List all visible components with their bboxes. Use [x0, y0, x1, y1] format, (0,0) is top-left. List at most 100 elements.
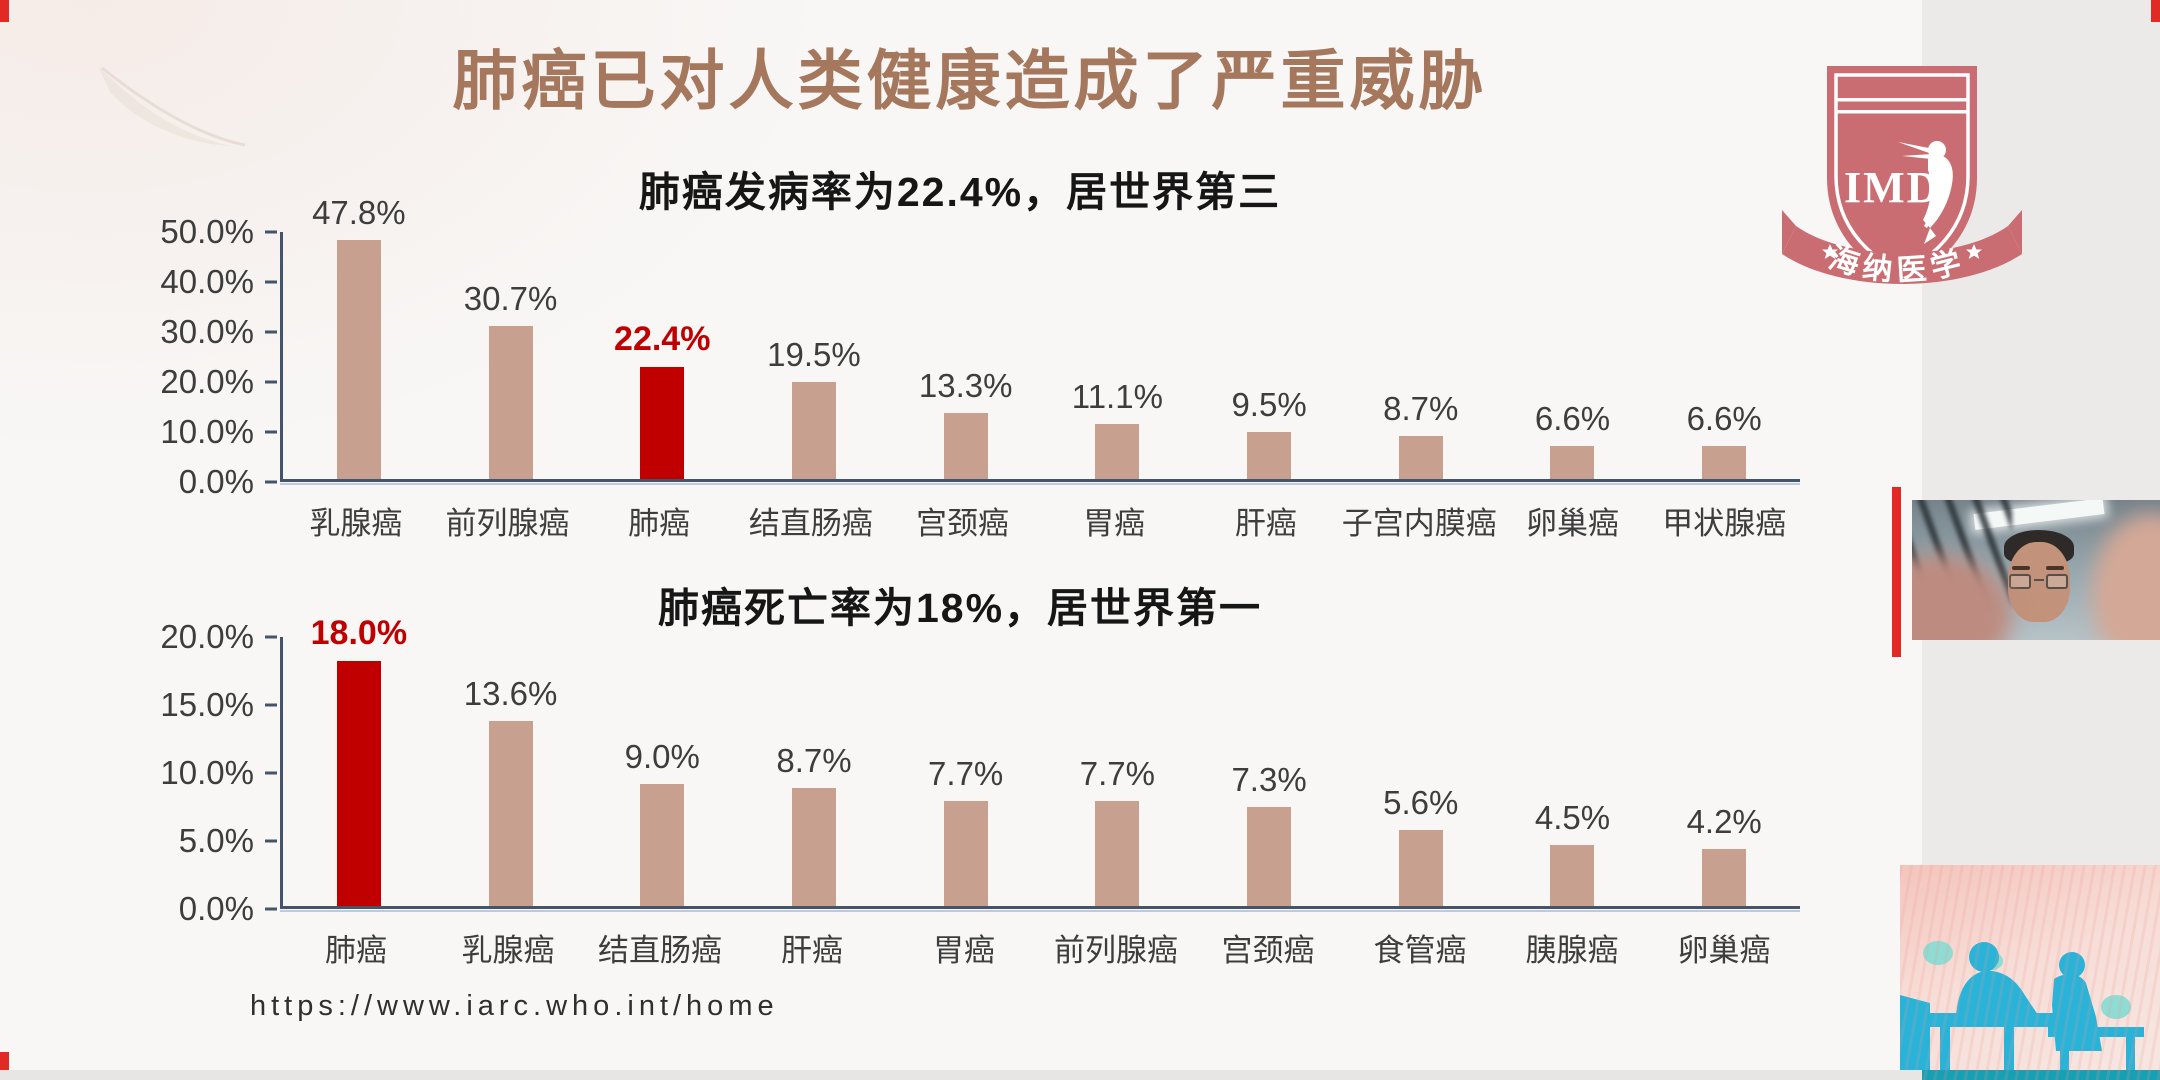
- bar: [1095, 423, 1140, 479]
- y-axis-tick-label: 10.0%: [160, 754, 254, 791]
- screen-border-accent: [0, 1052, 9, 1078]
- bar-category-label: 宫颈癌: [916, 506, 1010, 541]
- bar-category-label: 子宫内膜癌: [1341, 506, 1497, 541]
- bar: [1247, 806, 1292, 906]
- feather-decoration: [98, 66, 246, 147]
- categories-row: 乳腺癌 前列腺癌 肺癌 结直肠癌 宫颈癌 胃癌 肝癌 子宫内膜癌 卵巢癌 甲状腺癌: [280, 498, 1800, 543]
- bar-cell: 13.6%: [435, 675, 587, 906]
- bar-category-label: 结直肠癌: [748, 506, 873, 541]
- bar: [1247, 431, 1292, 479]
- bar-value-label: 18.0%: [310, 614, 408, 653]
- bar-cell: 8.7%: [738, 742, 890, 906]
- bar-value-label: 47.8%: [312, 194, 406, 231]
- y-axis-tick-mark: [265, 380, 277, 384]
- bar-category-label: 胰腺癌: [1525, 933, 1619, 968]
- bar: [1702, 848, 1747, 906]
- bar-cell: 4.5%: [1497, 799, 1649, 906]
- bar: [1095, 801, 1140, 906]
- bar-cell: 7.7%: [1042, 755, 1194, 906]
- shield-icon: [1827, 66, 1977, 282]
- y-axis-tick-mark: [265, 330, 277, 334]
- bar-value-label: 8.7%: [1383, 389, 1459, 427]
- bar-category-label: 乳腺癌: [461, 933, 555, 968]
- bar-cell: 9.0%: [586, 738, 738, 906]
- y-axis-tick-label: 0.0%: [178, 463, 254, 500]
- bar: [336, 661, 381, 906]
- webcam-highlight-accent: [1892, 487, 1901, 657]
- bar-cell: 7.3%: [1193, 761, 1345, 906]
- bar-value-label: 7.3%: [1231, 760, 1307, 798]
- bar-value-label: 13.6%: [463, 675, 558, 713]
- page-title: 肺癌已对人类健康造成了严重威胁: [452, 44, 1488, 117]
- bar-cell: 19.5%: [738, 335, 890, 479]
- y-axis-tick-label: 15.0%: [160, 686, 254, 723]
- bar-value-label: 11.1%: [1071, 377, 1163, 415]
- bar: [943, 801, 988, 906]
- bar: [488, 721, 533, 906]
- bar: [1550, 844, 1595, 906]
- y-axis-tick-label: 20.0%: [160, 363, 254, 400]
- bar-cell: 47.8%: [283, 194, 435, 479]
- bars-row: 47.8% 30.7% 22.4% 19.5% 13.3% 11.1% 9.5% 8.7% 6.…: [280, 194, 1800, 485]
- star-icon: [1822, 244, 1982, 259]
- source-url: https://www.iarc.who.int/home: [250, 990, 779, 1022]
- bar: [336, 240, 381, 479]
- bar-cell: 9.5%: [1193, 386, 1345, 479]
- bar-category-label: 肺癌: [628, 506, 691, 541]
- bar-value-label: 30.7%: [463, 279, 558, 317]
- chart-2-title: 肺癌死亡率为18%，居世界第一: [657, 585, 1263, 631]
- chart-1-title: 肺癌发病率为22.4%，居世界第三: [638, 169, 1282, 215]
- bar-category-label: 胃癌: [933, 933, 995, 968]
- bar-cell: 30.7%: [435, 279, 587, 479]
- y-axis-tick-mark: [265, 480, 277, 484]
- bar-category-label: 肝癌: [1234, 506, 1297, 541]
- bar-value-label: 5.6%: [1383, 783, 1459, 821]
- bar: [1398, 435, 1443, 479]
- webcam-person-face: [2000, 530, 2078, 622]
- logo-acronym: IMD: [1844, 163, 1940, 212]
- bar-category-label: 乳腺癌: [309, 506, 403, 541]
- y-axis-tick-label: 50.0%: [160, 213, 254, 250]
- woodpecker-icon: [1898, 141, 1953, 244]
- bar: [791, 787, 836, 906]
- background-texture: [0, 0, 900, 500]
- y-axis-tick-label: 30.0%: [160, 313, 254, 350]
- bar-value-label: 4.5%: [1534, 798, 1611, 836]
- bar-cell: 6.6%: [1497, 400, 1649, 479]
- bar-value-label: 7.7%: [928, 755, 1004, 793]
- bar-cell: 4.2%: [1648, 803, 1800, 906]
- bar-value-label: 19.5%: [767, 335, 861, 373]
- bar-cell: 6.6%: [1648, 400, 1800, 479]
- bar-cell: 13.3%: [890, 367, 1042, 479]
- bar-value-label: 22.4%: [614, 320, 711, 358]
- y-axis: 50.0% 40.0% 30.0% 20.0% 10.0% 0.0%: [130, 213, 280, 500]
- y-axis-tick-label: 40.0%: [160, 263, 254, 300]
- y-axis-tick-label: 10.0%: [160, 413, 254, 450]
- webcam-video-feed[interactable]: [1912, 500, 2160, 640]
- y-axis-tick-mark: [265, 907, 277, 911]
- bar-cell: 8.7%: [1345, 389, 1497, 479]
- bar-cell: 11.1%: [1042, 377, 1194, 479]
- bar-cell: 18.0%: [283, 614, 435, 906]
- bar: [791, 381, 836, 479]
- y-axis-tick-mark: [265, 430, 277, 434]
- bottom-edge-strip: [0, 1070, 1922, 1080]
- bar: [943, 412, 988, 479]
- bar-value-label: 6.6%: [1534, 400, 1611, 437]
- bar-cell: 7.7%: [890, 755, 1042, 906]
- bar-category-label: 前列腺癌: [1054, 933, 1178, 968]
- bar-category-label: 前列腺癌: [445, 506, 570, 541]
- bar-category-label: 甲状腺癌: [1662, 506, 1787, 541]
- bar-value-label: 7.7%: [1079, 755, 1155, 793]
- bar: [640, 367, 685, 479]
- bar-category-label: 肝癌: [781, 933, 843, 968]
- y-axis-tick-mark: [265, 230, 277, 234]
- bar: [488, 325, 533, 479]
- meeting-silhouette-graphic: [1900, 865, 2160, 1080]
- bar-category-label: 宫颈癌: [1221, 933, 1315, 968]
- ribbon-banner: [1782, 226, 2022, 284]
- bar-value-label: 6.6%: [1686, 400, 1762, 437]
- imd-medical-badge-logo: IMD 海纳医学: [1782, 66, 2022, 288]
- people-at-desk-silhouette: [1900, 942, 2144, 1080]
